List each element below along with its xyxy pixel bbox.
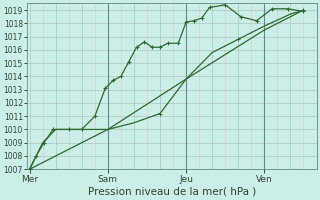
X-axis label: Pression niveau de la mer( hPa ): Pression niveau de la mer( hPa ) bbox=[88, 187, 256, 197]
